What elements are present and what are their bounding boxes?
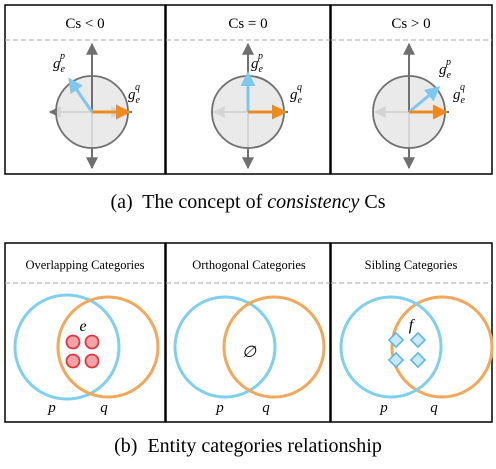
panel-title: Orthogonal Categories <box>192 258 306 272</box>
entity-diamond <box>387 351 405 369</box>
point-label: e <box>79 318 86 335</box>
bottom-panel-1: Overlapping Categories e p q <box>4 242 166 423</box>
label-gp: gep <box>439 57 452 81</box>
venn-circle-q <box>222 295 326 399</box>
panel-frame <box>330 4 493 175</box>
panel-frame <box>330 242 493 423</box>
caption-a: (a) The concept of consistency Cs <box>110 191 385 213</box>
panel-title: Sibling Categories <box>365 258 458 272</box>
label-p: p <box>215 400 224 416</box>
label-q: q <box>430 400 438 416</box>
top-panel-1: Cs < 0 gep geq <box>4 4 166 175</box>
venn-circle-q <box>390 295 494 399</box>
label-gq: geq <box>453 82 466 106</box>
empty-set-label: ∅ <box>242 344 257 361</box>
panel-title: Overlapping Categories <box>25 258 144 272</box>
label-gp: gep <box>53 51 66 75</box>
entity-dot <box>84 334 100 350</box>
panel-frame <box>4 242 166 423</box>
venn-circle-p <box>339 295 443 399</box>
label-p: p <box>47 400 56 416</box>
entity-diamond <box>409 351 427 369</box>
vector-p <box>408 86 441 114</box>
top-panel-2: Cs = 0 gep geq <box>165 4 331 175</box>
label-p: p <box>379 400 388 416</box>
panel-frame <box>4 4 166 175</box>
label-gq: geq <box>128 82 141 106</box>
panel-title: Cs > 0 <box>391 16 430 32</box>
panel-title: Cs = 0 <box>228 16 267 32</box>
label-gp: gep <box>251 51 264 75</box>
bottom-panel-2: Orthogonal Categories ∅ p q <box>165 242 331 423</box>
label-q: q <box>262 400 270 416</box>
venn-circle-p <box>13 293 121 401</box>
label-gq: geq <box>290 82 303 106</box>
bottom-panel-3: Sibling Categories f p q <box>330 242 494 423</box>
point-label: f <box>409 317 416 334</box>
vector-p <box>68 77 94 113</box>
entity-dot <box>65 334 81 350</box>
label-q: q <box>100 400 108 416</box>
entity-dot <box>65 353 81 369</box>
panel-title: Cs < 0 <box>65 16 104 32</box>
venn-circle-q <box>56 295 160 399</box>
panel-frame <box>165 4 331 175</box>
panel-frame <box>165 242 331 423</box>
sibling-entities <box>387 331 427 369</box>
entity-diamond <box>387 331 405 349</box>
venn-circle-p <box>173 295 277 399</box>
caption-b: (b) Entity categories relationship <box>114 435 382 457</box>
top-panel-3: Cs > 0 gep geq <box>330 4 493 175</box>
entity-dot <box>84 353 100 369</box>
entity-diamond <box>409 331 427 349</box>
